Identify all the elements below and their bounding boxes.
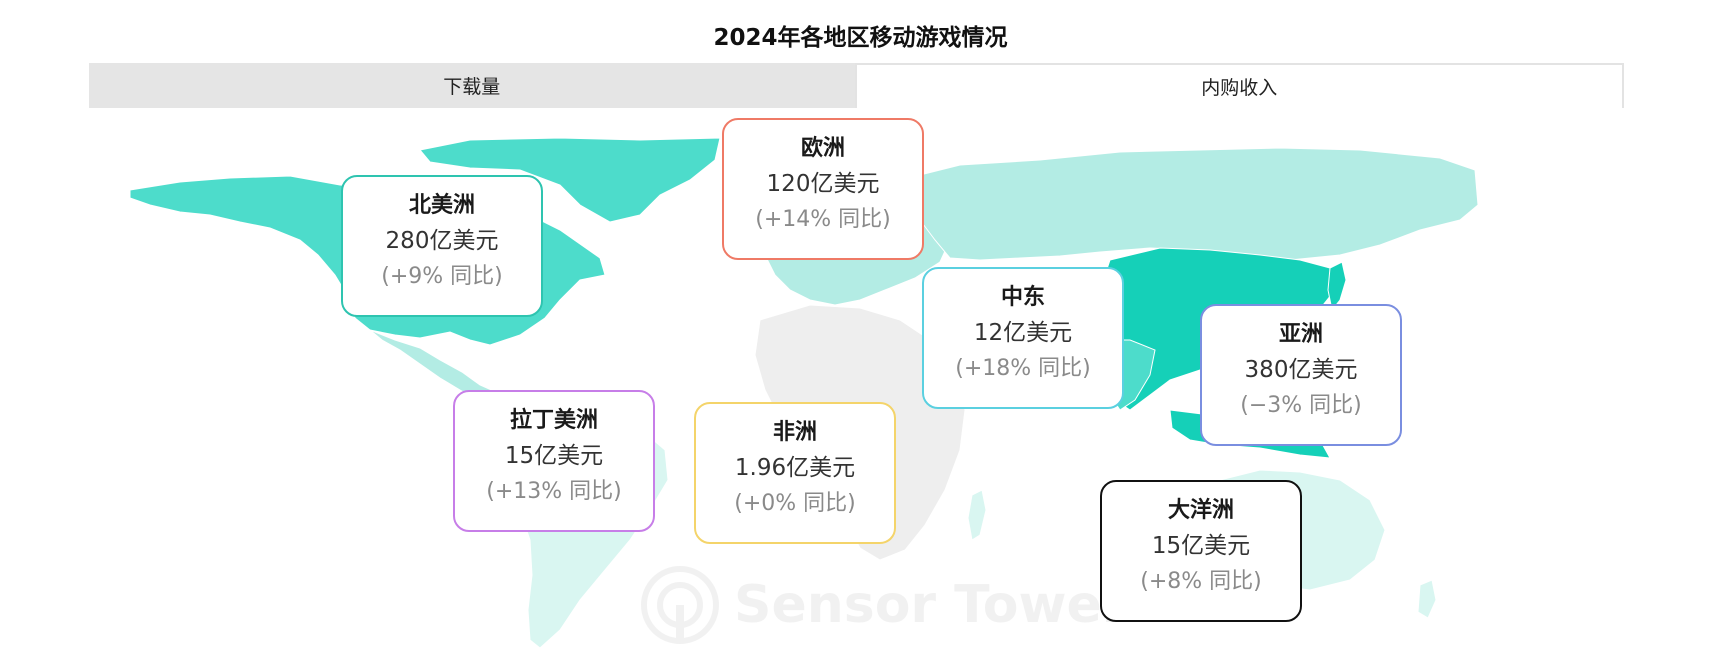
region-name: 非洲 (772, 420, 817, 445)
map-greenland (419, 137, 721, 223)
tab-iap-revenue[interactable]: 内购收入 (854, 63, 1624, 108)
metric-tabs: 下载量 内购收入 (89, 63, 1624, 108)
sensor-tower-logo-icon (641, 566, 719, 644)
map-new-zealand (1417, 579, 1437, 619)
region-growth: (+0% 同比) (734, 491, 856, 516)
region-card-latin-america[interactable]: 拉丁美洲 15亿美元 (+13% 同比) (453, 390, 655, 532)
region-card-middle-east[interactable]: 中东 12亿美元 (+18% 同比) (922, 267, 1124, 409)
region-name: 大洋洲 (1167, 498, 1234, 523)
region-value: 15亿美元 (1151, 533, 1251, 559)
map-japan (1327, 261, 1347, 312)
region-value: 15亿美元 (504, 443, 604, 469)
region-value: 12亿美元 (973, 320, 1073, 346)
region-name: 亚洲 (1278, 322, 1323, 347)
region-name: 欧洲 (800, 136, 845, 161)
region-value: 120亿美元 (766, 171, 880, 197)
region-name: 拉丁美洲 (509, 408, 598, 433)
map-madagascar (967, 489, 987, 541)
region-growth: (+18% 同比) (955, 356, 1091, 381)
region-growth: (+14% 同比) (755, 207, 891, 232)
region-name: 北美洲 (408, 193, 475, 218)
region-growth: (+13% 同比) (486, 479, 622, 504)
map-russia (899, 147, 1479, 261)
chart-title: 2024年各地区移动游戏情况 (713, 25, 1008, 51)
region-value: 1.96亿美元 (734, 455, 856, 481)
region-card-oceania[interactable]: 大洋洲 15亿美元 (+8% 同比) (1100, 480, 1302, 622)
region-card-africa[interactable]: 非洲 1.96亿美元 (+0% 同比) (694, 402, 896, 544)
region-growth: (+8% 同比) (1140, 569, 1262, 594)
region-card-europe[interactable]: 欧洲 120亿美元 (+14% 同比) (722, 118, 924, 260)
region-growth: (+9% 同比) (381, 264, 503, 289)
region-growth: (−3% 同比) (1240, 393, 1362, 418)
region-value: 380亿美元 (1244, 357, 1358, 383)
region-name: 中东 (1000, 285, 1045, 310)
sensor-tower-watermark: Sensor Tower (640, 565, 1127, 645)
region-card-north-america[interactable]: 北美洲 280亿美元 (+9% 同比) (341, 175, 543, 317)
watermark-text: Sensor Tower (734, 575, 1128, 635)
tab-downloads[interactable]: 下载量 (89, 63, 855, 108)
region-value: 280亿美元 (385, 228, 499, 254)
region-card-asia[interactable]: 亚洲 380亿美元 (−3% 同比) (1200, 304, 1402, 446)
